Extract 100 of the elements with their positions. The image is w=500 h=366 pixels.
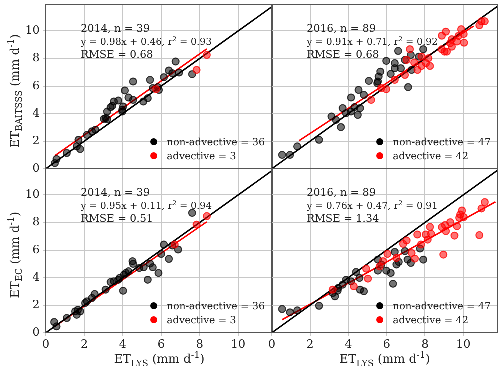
point xyxy=(350,103,359,112)
point xyxy=(404,83,412,92)
x-tick-label: 4 xyxy=(344,336,352,351)
legend-label: advective = 42 xyxy=(393,316,469,327)
y-tick-label: 4 xyxy=(32,106,40,120)
point xyxy=(360,91,368,100)
point xyxy=(414,230,422,239)
point xyxy=(446,218,454,226)
point xyxy=(476,231,484,240)
point xyxy=(135,264,144,272)
point xyxy=(362,264,370,273)
y-tick-label: 8 xyxy=(32,50,40,65)
point xyxy=(426,223,434,232)
point xyxy=(382,85,391,94)
point xyxy=(62,149,71,158)
point xyxy=(442,28,450,36)
point xyxy=(175,68,184,77)
point xyxy=(328,286,337,294)
point xyxy=(480,198,489,206)
x-tick-label: 0 xyxy=(42,336,50,351)
point xyxy=(417,240,426,249)
point xyxy=(460,38,468,47)
point xyxy=(154,269,163,278)
point xyxy=(160,73,168,82)
x-tick-label: 8 xyxy=(196,336,204,351)
point xyxy=(286,151,294,160)
point xyxy=(146,76,154,84)
y-tick-label: 0 xyxy=(32,324,40,339)
point xyxy=(293,142,302,151)
point xyxy=(129,260,138,268)
point xyxy=(114,96,123,105)
y-tick-label: 2 xyxy=(32,133,40,148)
point xyxy=(192,66,201,74)
point xyxy=(411,254,420,263)
legend-label: advective = 3 xyxy=(167,316,236,327)
point xyxy=(192,220,201,229)
point xyxy=(110,278,118,286)
x-tick-label: 10 xyxy=(456,336,471,351)
point xyxy=(188,209,196,218)
x-tick-label: 4 xyxy=(119,336,127,351)
point xyxy=(160,240,168,249)
x-tick-label: 10 xyxy=(231,336,246,351)
point xyxy=(453,222,462,230)
point xyxy=(418,62,426,70)
y-tick-label: 10 xyxy=(25,187,40,202)
y-tick-label: 2 xyxy=(32,297,40,312)
annotation: 2016, n = 89 xyxy=(307,187,376,199)
point xyxy=(52,322,61,331)
point xyxy=(456,214,464,222)
point xyxy=(418,52,426,61)
point xyxy=(315,302,324,310)
point xyxy=(397,64,406,73)
point xyxy=(278,305,286,314)
point xyxy=(419,46,428,54)
annotation: RMSE = 0.68 xyxy=(81,49,154,61)
y-tick-label: 4 xyxy=(32,270,40,284)
point xyxy=(392,254,401,262)
point xyxy=(315,136,324,144)
point xyxy=(52,155,61,164)
x-tick-label: 2 xyxy=(80,336,88,351)
point xyxy=(460,30,468,38)
point xyxy=(448,42,456,51)
point xyxy=(401,71,410,80)
point xyxy=(129,78,138,86)
annotation: 2014, n = 39 xyxy=(81,23,150,35)
point xyxy=(438,46,446,54)
point xyxy=(376,68,385,76)
point xyxy=(424,236,432,244)
point xyxy=(356,274,364,282)
point xyxy=(389,280,398,288)
point xyxy=(394,47,402,56)
point xyxy=(278,151,286,160)
point xyxy=(119,286,128,295)
point xyxy=(426,62,434,70)
point xyxy=(332,116,340,124)
point xyxy=(102,286,110,294)
y-tick-label: 6 xyxy=(32,78,40,92)
point xyxy=(352,268,360,276)
annotation: RMSE = 0.68 xyxy=(307,49,380,61)
legend-label: non-advective = 36 xyxy=(167,138,266,149)
point xyxy=(450,232,459,240)
point xyxy=(144,276,152,284)
legend-label: non-advective = 47 xyxy=(393,138,492,149)
point xyxy=(129,96,138,104)
point xyxy=(354,86,363,94)
point xyxy=(203,51,212,60)
point xyxy=(360,288,368,296)
y-tick-label: 8 xyxy=(32,214,40,229)
point xyxy=(71,308,80,316)
legend-label: advective = 42 xyxy=(393,152,469,163)
point xyxy=(402,236,411,245)
point xyxy=(90,290,99,298)
point xyxy=(74,136,83,144)
x-tick-label: 0 xyxy=(268,336,276,351)
annotation: 2014, n = 39 xyxy=(81,187,150,199)
x-tick-label: 6 xyxy=(158,336,166,351)
point xyxy=(76,145,84,154)
point xyxy=(458,206,466,215)
point xyxy=(92,126,100,134)
point xyxy=(424,54,433,62)
